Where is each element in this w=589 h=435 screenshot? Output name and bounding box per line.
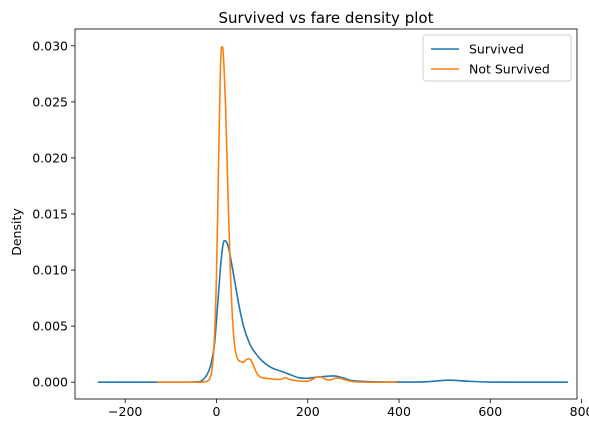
legend: Survived Not Survived: [422, 34, 572, 82]
plot-frame: [74, 28, 578, 400]
legend-label-1: Not Survived: [469, 62, 550, 77]
y-axis-label: Density: [9, 208, 24, 256]
y-tick-label: 0.010: [32, 263, 68, 278]
legend-box: [422, 34, 572, 82]
series-line-0: [97, 239, 568, 383]
y-tick-label: 0.015: [32, 207, 68, 222]
x-tick-label: −200: [108, 404, 142, 419]
y-tick-label: 0.005: [32, 319, 68, 334]
y-tick-label: 0.030: [32, 38, 68, 53]
y-tick-label: 0.025: [32, 94, 68, 109]
y-tick-label: 0.000: [32, 375, 68, 390]
x-tick-label: 200: [296, 404, 320, 419]
x-tick-label: 600: [478, 404, 502, 419]
x-tick-label: 0: [212, 404, 220, 419]
legend-label-0: Survived: [469, 42, 524, 57]
series-layer: [97, 46, 568, 384]
ticks-layer: −200 0 200 400 600 800 0.000 0.005 0.010 0.015 0.0…: [32, 38, 589, 419]
series-line-1: [157, 46, 397, 384]
chart-title: Survived vs fare density plot: [219, 9, 434, 27]
y-tick-label: 0.020: [32, 150, 68, 165]
x-tick-label: 800: [570, 404, 589, 419]
x-tick-label: 400: [387, 404, 411, 419]
